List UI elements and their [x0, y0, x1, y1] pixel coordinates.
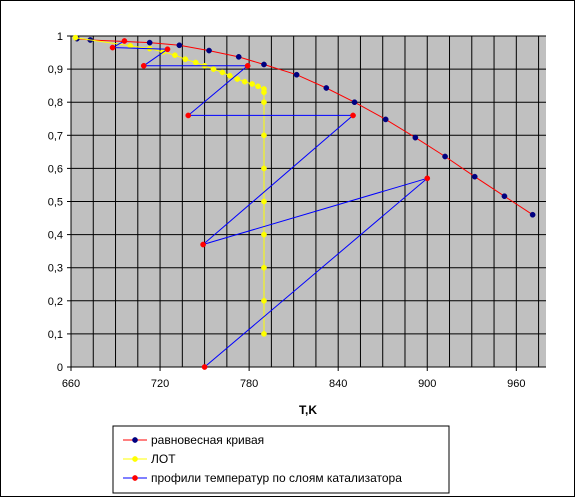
data-point	[200, 241, 206, 248]
series-1	[74, 35, 536, 218]
data-point	[261, 61, 267, 68]
data-point	[234, 76, 241, 82]
legend: равновесная кривая ЛОТ профили температур …	[112, 425, 450, 494]
y-tick-label: 0,8	[48, 97, 63, 109]
y-tick-label: 0,1	[48, 329, 63, 341]
y-tick-label: 0,4	[48, 230, 63, 242]
x-tick-label: 780	[240, 378, 258, 390]
data-point	[140, 62, 147, 69]
legend-marker	[132, 437, 138, 443]
data-point	[412, 134, 419, 141]
data-point	[164, 46, 171, 53]
data-point	[201, 364, 208, 370]
data-point	[442, 153, 448, 160]
series-line	[76, 38, 533, 216]
data-point	[293, 71, 300, 78]
data-point	[182, 56, 189, 63]
x-tick-label: 840	[329, 378, 347, 390]
data-point	[261, 297, 267, 304]
legend-label: профили температур по слоям катализатора	[151, 471, 402, 485]
data-point	[323, 85, 330, 91]
y-tick-label: 0	[57, 362, 63, 374]
data-point	[226, 72, 233, 79]
x-tick-label: 660	[62, 378, 80, 390]
data-point	[249, 81, 255, 87]
data-point	[185, 112, 192, 119]
legend-label: ЛОТ	[151, 452, 176, 466]
data-point	[501, 193, 508, 200]
y-tick-label: 1	[57, 31, 63, 43]
data-point	[241, 78, 248, 85]
y-tick-label: 0,9	[48, 64, 63, 76]
data-point	[172, 52, 178, 59]
series-3	[109, 38, 431, 370]
data-point	[121, 38, 128, 44]
data-point	[261, 198, 267, 205]
data-point	[529, 211, 536, 218]
data-point	[235, 54, 242, 60]
data-point	[261, 165, 267, 172]
axes: 0 0,1 0,2 0,3 0,4 0,5 0,6 0,7 0,8 0,9 1 660 720 780 84…	[48, 31, 546, 390]
data-point	[206, 47, 212, 54]
legend-marker	[132, 456, 138, 462]
x-axis-title: T,K	[299, 403, 317, 417]
x-tick-label: 720	[151, 378, 169, 390]
data-point	[261, 99, 267, 106]
grid	[71, 35, 546, 367]
series-line	[110, 40, 428, 368]
y-tick-label: 0,2	[48, 296, 63, 308]
legend-marker	[132, 475, 138, 481]
data-point	[176, 42, 183, 49]
data-point	[261, 264, 267, 271]
data-point	[382, 116, 389, 123]
data-point	[72, 34, 79, 41]
data-point	[261, 331, 267, 337]
data-point	[192, 59, 199, 66]
data-point	[219, 69, 226, 76]
data-point	[350, 112, 356, 119]
legend-label: равновесная кривая	[151, 433, 264, 447]
data-point	[255, 83, 261, 90]
data-point	[109, 44, 116, 51]
data-point	[261, 231, 267, 238]
data-point	[424, 175, 431, 182]
y-tick-label: 0,7	[48, 130, 63, 142]
x-tick-label: 900	[418, 378, 436, 390]
data-point	[210, 66, 217, 72]
legend-box	[112, 425, 450, 494]
data-point	[244, 62, 251, 69]
data-point	[261, 89, 267, 96]
data-point	[261, 132, 267, 139]
data-point	[471, 173, 478, 180]
y-tick-label: 0,6	[48, 163, 63, 175]
series-layer	[72, 34, 536, 370]
y-tick-label: 0,3	[48, 263, 63, 275]
data-point	[351, 99, 358, 106]
y-tick-label: 0,5	[48, 197, 63, 209]
data-point	[146, 39, 153, 46]
x-tick-label: 960	[507, 378, 525, 390]
